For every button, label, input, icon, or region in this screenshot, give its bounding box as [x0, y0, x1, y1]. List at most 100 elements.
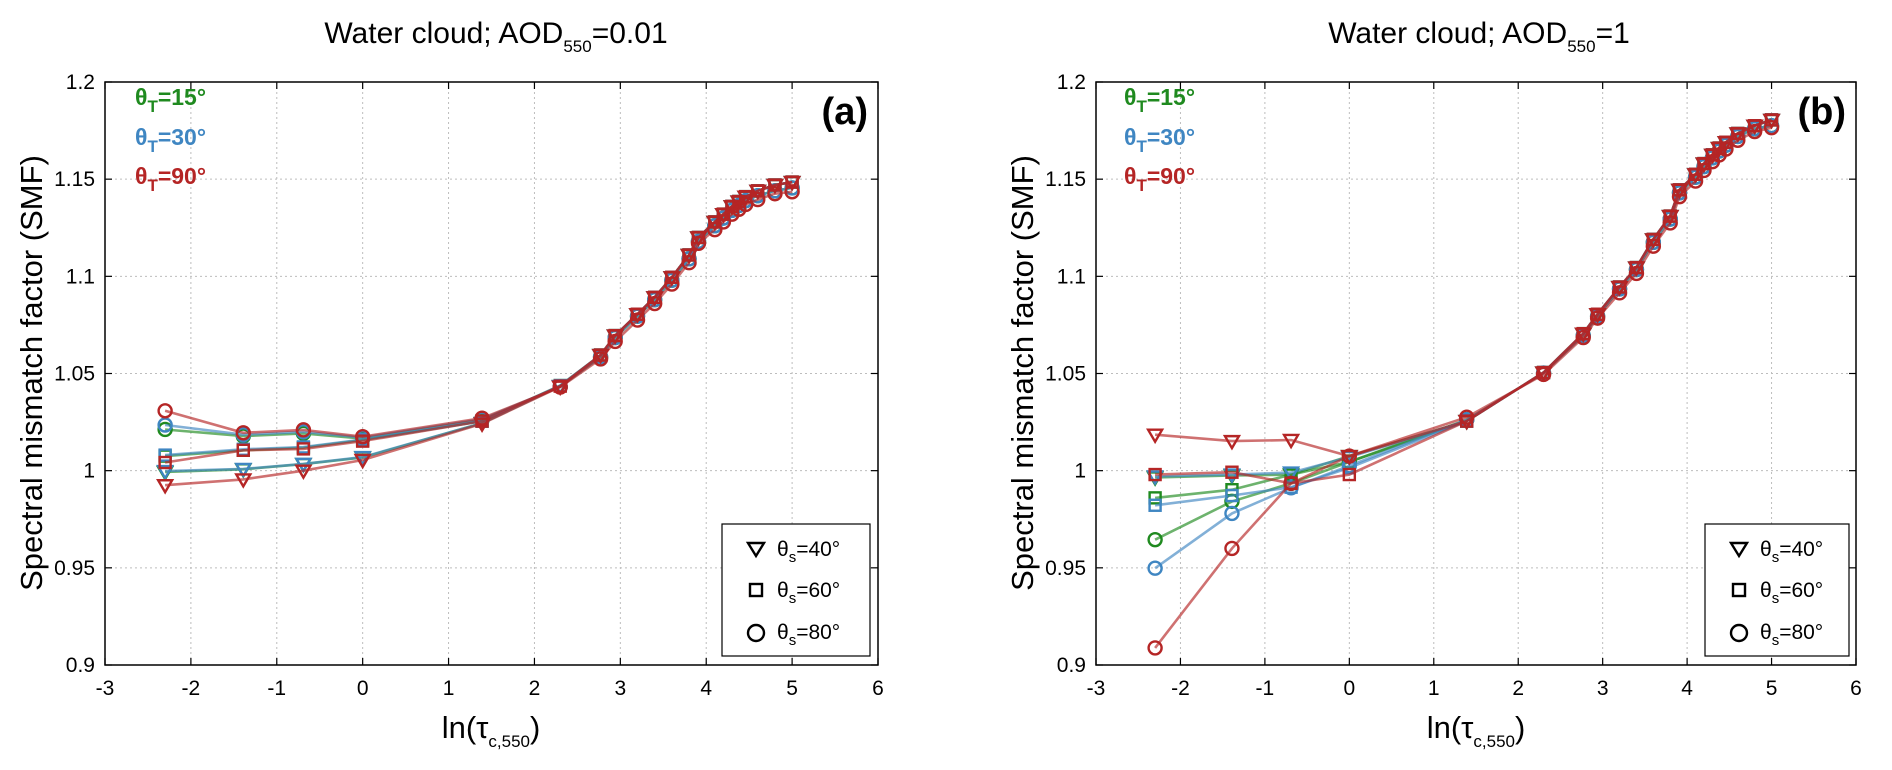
theta-t-15-label: θT=15°	[1124, 84, 1195, 116]
data-point-square	[158, 448, 172, 462]
x-tick-label: 4	[700, 677, 712, 700]
legend-label-80: θs=80°	[777, 621, 840, 649]
y-tick-label: 1.2	[66, 71, 95, 94]
legend-a: θs=40° θs=60° θs=80°	[721, 523, 871, 657]
data-point-circle	[1589, 310, 1606, 326]
y-tick-label: 1	[1074, 460, 1086, 483]
data-point-circle	[646, 295, 663, 312]
y-tick-label: 0.95	[1045, 557, 1086, 580]
data-point-circle	[1687, 173, 1704, 189]
data-point-circle	[664, 276, 680, 292]
data-point-circle	[1283, 475, 1299, 491]
data-point-triangle	[1222, 434, 1242, 451]
y-tick-label: 0.9	[66, 654, 95, 677]
series-line	[1154, 118, 1773, 507]
x-tick-label: -3	[96, 677, 115, 700]
data-point-circle	[1671, 188, 1688, 205]
theta-t-90-label: θT=90°	[135, 163, 206, 195]
data-point-circle	[1746, 123, 1763, 140]
data-point-circle	[1763, 119, 1780, 136]
ticks-b: -3 -2 -1 0 1 2 3 4 5 6 0.9 0.95 1 1.05 1.1 1.15 1.2	[1045, 71, 1862, 700]
data-point-triangle	[1146, 428, 1165, 445]
data-point-circle	[552, 379, 568, 395]
theta-t-15-label: θT=15°	[135, 84, 206, 116]
y-axis-label-a: Spectral mismatch factor (SMF)	[14, 155, 49, 591]
data-point-circle	[1718, 141, 1734, 157]
series-15-circle	[157, 180, 800, 447]
data-point-circle	[354, 428, 371, 445]
data-point-circle	[1575, 329, 1591, 346]
y-tick-label: 1.15	[54, 168, 95, 191]
legend-box-a	[721, 523, 871, 657]
panel-label-b: (b)	[1797, 91, 1846, 133]
legend-circle-marker	[746, 623, 766, 643]
data-point-triangle	[353, 453, 372, 470]
series-30-square	[1148, 113, 1779, 512]
x-tick-label: 1	[1428, 677, 1440, 700]
data-point-circle	[629, 312, 646, 328]
legend-triangle-marker	[745, 541, 767, 559]
series-90-square	[1148, 113, 1779, 490]
x-axis-label-a: ln(τc,550)	[442, 710, 541, 751]
data-point-circle	[1611, 285, 1628, 301]
y-tick-label: 1.1	[66, 265, 95, 288]
data-point-circle	[1341, 458, 1358, 474]
legend-square-marker	[748, 582, 764, 598]
theta-t-labels-a: θT=15° θT=30° θT=90°	[135, 84, 206, 195]
series-line	[164, 180, 793, 464]
legend-label-80: θs=80°	[1760, 621, 1823, 649]
series-90-circle	[157, 184, 800, 445]
y-tick-label: 0.9	[1057, 654, 1086, 677]
data-point-square	[158, 455, 172, 470]
data-point-circle	[681, 255, 697, 271]
chart-panel-b: Water cloud; AOD550=1 -3 -2 -1 0 1 2 3 4 5 6 0.9 0.…	[1005, 17, 1862, 751]
series-line	[164, 186, 793, 439]
y-tick-label: 0.95	[54, 557, 95, 580]
data-point-square	[1148, 467, 1162, 482]
theta-t-30-label: θT=30°	[1124, 124, 1195, 156]
x-tick-label: -2	[1171, 677, 1190, 700]
x-tick-label: 0	[1343, 677, 1355, 700]
x-tick-label: 2	[1512, 677, 1524, 700]
data-point-circle	[474, 410, 490, 426]
data-point-circle	[690, 235, 707, 251]
chart-title-a: Water cloud; AOD550=0.01	[324, 17, 667, 56]
grid-a	[105, 82, 878, 665]
series-line	[1154, 126, 1772, 649]
x-tick-label: 6	[1850, 677, 1862, 700]
x-tick-label: 1	[443, 677, 455, 700]
y-tick-label: 1.05	[1045, 363, 1086, 386]
data-point-circle	[1147, 531, 1163, 548]
x-tick-label: 2	[529, 677, 541, 700]
data-point-square	[785, 175, 799, 189]
y-tick-label: 1.1	[1057, 265, 1086, 288]
theta-t-30-label: θT=30°	[135, 124, 206, 156]
data-point-triangle	[234, 473, 253, 489]
y-tick-label: 1.2	[1057, 71, 1086, 94]
data-point-circle	[1662, 215, 1678, 231]
x-tick-label: 3	[614, 677, 626, 700]
series-line	[165, 180, 793, 487]
x-tick-label: 4	[1681, 677, 1693, 700]
series-line	[164, 190, 793, 439]
data-point-circle	[1730, 132, 1746, 149]
x-tick-label: -3	[1087, 677, 1106, 700]
series-b	[1146, 113, 1781, 656]
data-point-circle	[1535, 366, 1552, 383]
data-point-triangle	[234, 462, 253, 479]
x-tick-label: 3	[1597, 677, 1609, 700]
x-tick-label: 0	[357, 677, 369, 700]
y-tick-label: 1	[83, 460, 95, 483]
series-line	[165, 180, 793, 474]
legend-triangle-marker	[1728, 541, 1750, 559]
data-point-circle	[1628, 265, 1645, 282]
data-point-circle	[1147, 560, 1163, 576]
data-point-circle	[235, 425, 251, 441]
data-point-square	[768, 178, 782, 192]
data-point-circle	[1147, 640, 1163, 656]
series-line	[164, 186, 793, 440]
legend-label-60: θs=60°	[777, 579, 840, 607]
legend-box-b	[1704, 523, 1850, 657]
chart-panel-a: Water cloud; AOD550=0.01 -3 -2 -1 0 1 2 3 4 5 6 0.…	[14, 17, 884, 751]
legend-label-60: θs=60°	[1760, 579, 1823, 607]
